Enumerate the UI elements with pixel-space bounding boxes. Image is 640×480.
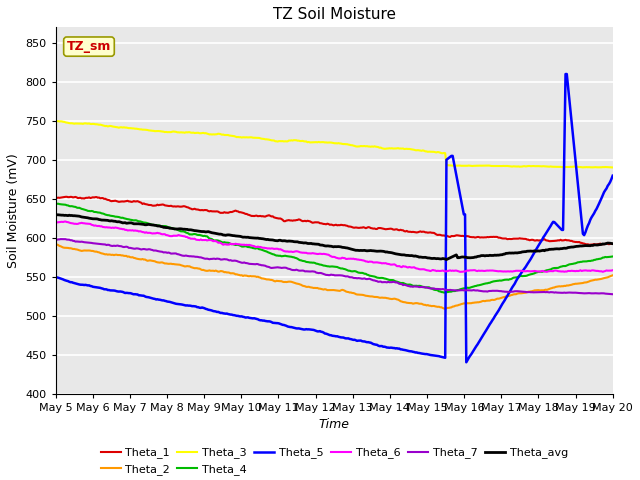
Theta_4: [602, 254, 609, 260]
Theta_2: [442, 306, 449, 312]
Legend: Theta_1, Theta_2, Theta_3, Theta_4, Theta_5, Theta_6, Theta_7, Theta_avg: Theta_1, Theta_2, Theta_3, Theta_4, Thet…: [96, 443, 572, 480]
Theta_3: [114, 124, 122, 130]
Theta_2: [145, 258, 152, 264]
Theta_2: [365, 293, 373, 299]
Theta_7: [52, 237, 60, 242]
Theta_7: [586, 290, 594, 296]
Theta_3: [609, 165, 616, 170]
Theta_4: [442, 289, 449, 295]
Theta_4: [609, 253, 616, 259]
Theta_4: [114, 214, 122, 220]
Theta_5: [609, 173, 616, 179]
Theta_3: [52, 118, 60, 124]
Line: Theta_avg: Theta_avg: [56, 215, 612, 260]
Theta_2: [456, 302, 464, 308]
Theta_6: [61, 219, 69, 225]
Theta_1: [585, 242, 593, 248]
Theta_1: [603, 241, 611, 247]
Theta_6: [458, 269, 465, 275]
Theta_4: [586, 258, 594, 264]
Theta_7: [57, 236, 65, 242]
Theta_2: [114, 252, 122, 258]
Theta_6: [588, 267, 595, 273]
Theta_6: [115, 226, 123, 231]
Line: Theta_7: Theta_7: [56, 239, 612, 294]
Line: Theta_2: Theta_2: [56, 244, 612, 309]
Line: Theta_3: Theta_3: [56, 121, 612, 168]
Theta_avg: [443, 257, 451, 263]
Theta_7: [146, 246, 154, 252]
Line: Theta_1: Theta_1: [56, 197, 612, 245]
Line: Theta_5: Theta_5: [56, 74, 612, 362]
Theta_avg: [145, 221, 152, 227]
Theta_6: [52, 220, 60, 226]
Theta_1: [588, 242, 595, 248]
Theta_2: [586, 278, 594, 284]
Theta_avg: [586, 243, 594, 249]
Theta_7: [456, 288, 464, 293]
Theta_5: [603, 186, 611, 192]
Line: Theta_6: Theta_6: [56, 222, 612, 272]
Theta_5: [588, 215, 595, 220]
Line: Theta_4: Theta_4: [56, 204, 612, 292]
Theta_4: [145, 221, 152, 227]
Theta_4: [456, 287, 464, 292]
Theta_4: [52, 201, 60, 206]
Theta_7: [609, 291, 616, 297]
Theta_avg: [114, 219, 122, 225]
Theta_7: [607, 291, 615, 297]
X-axis label: Time: Time: [319, 418, 349, 431]
Theta_6: [609, 267, 616, 273]
Theta_avg: [602, 241, 609, 247]
Theta_avg: [609, 241, 616, 247]
Theta_7: [115, 243, 123, 249]
Theta_5: [455, 185, 463, 191]
Theta_5: [145, 294, 152, 300]
Theta_5: [52, 274, 60, 280]
Theta_avg: [456, 254, 464, 260]
Theta_1: [367, 225, 374, 231]
Theta_1: [63, 194, 70, 200]
Theta_7: [367, 276, 374, 282]
Theta_2: [602, 275, 609, 281]
Theta_4: [365, 273, 373, 278]
Theta_1: [146, 202, 154, 208]
Theta_avg: [365, 248, 373, 253]
Y-axis label: Soil Moisture (mV): Soil Moisture (mV): [7, 153, 20, 268]
Theta_7: [602, 291, 609, 297]
Title: TZ Soil Moisture: TZ Soil Moisture: [273, 7, 396, 22]
Theta_5: [463, 360, 470, 365]
Theta_3: [600, 164, 608, 170]
Theta_2: [609, 273, 616, 278]
Theta_3: [455, 163, 463, 168]
Theta_5: [114, 288, 122, 294]
Theta_1: [456, 233, 464, 239]
Theta_3: [365, 144, 373, 149]
Theta_3: [607, 165, 615, 170]
Theta_5: [562, 71, 570, 77]
Theta_3: [585, 164, 593, 170]
Theta_1: [52, 195, 60, 201]
Theta_3: [145, 128, 152, 133]
Text: TZ_sm: TZ_sm: [67, 40, 111, 53]
Theta_2: [52, 241, 60, 247]
Theta_6: [367, 259, 374, 264]
Theta_1: [115, 199, 123, 205]
Theta_6: [603, 267, 611, 273]
Theta_6: [456, 269, 464, 275]
Theta_5: [365, 340, 373, 346]
Theta_avg: [52, 212, 60, 217]
Theta_1: [609, 241, 616, 247]
Theta_6: [146, 230, 154, 236]
